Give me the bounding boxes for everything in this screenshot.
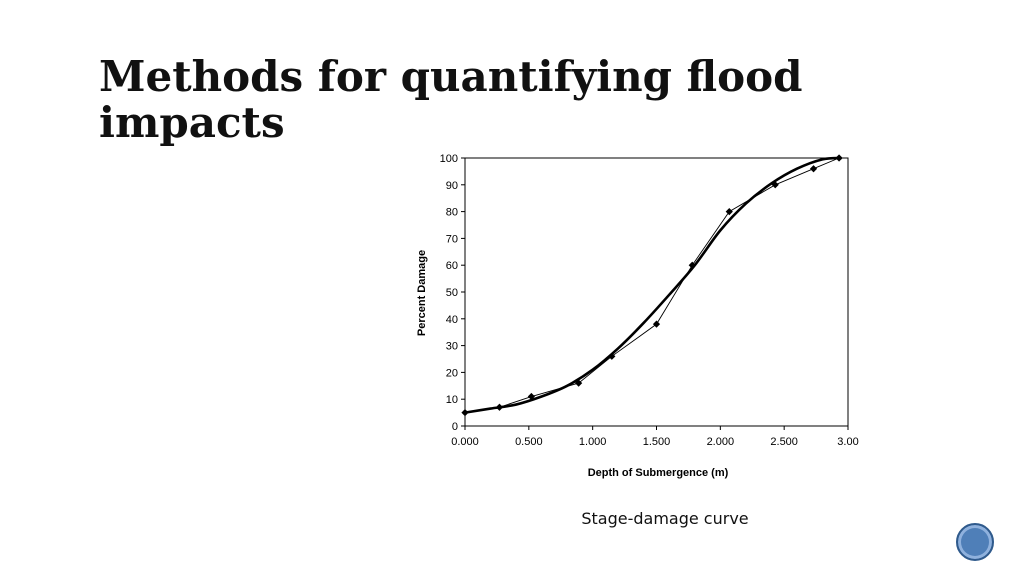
stage-damage-chart: Percent Damage Depth of Submergence (m) … <box>408 148 868 483</box>
data-point-marker <box>725 208 733 216</box>
y-tick-label: 40 <box>446 314 458 326</box>
y-tick-label: 70 <box>446 233 458 245</box>
y-axis-label-group: Percent Damage <box>416 250 428 336</box>
slide-title: Methods for quantifying flood impacts <box>99 52 803 147</box>
slide-navigation-icon[interactable] <box>956 523 994 561</box>
x-axis-label: Depth of Submergence (m) <box>588 467 729 479</box>
y-tick-label: 10 <box>446 394 458 406</box>
data-point-marker <box>688 261 696 269</box>
y-tick-label: 50 <box>446 287 458 299</box>
x-tick-label: 3.00 <box>837 436 858 448</box>
x-tick-label: 0.000 <box>451 436 479 448</box>
y-tick-label: 0 <box>452 421 458 433</box>
plot-area: 0 10 20 30 40 50 60 70 80 90 100 0.000 0.500 1.000 1.5… <box>440 153 859 448</box>
plot-frame <box>464 157 849 427</box>
observed-data-line <box>464 157 840 414</box>
chart-svg: Percent Damage Depth of Submergence (m) … <box>416 153 859 479</box>
y-tick-label: 100 <box>440 153 458 165</box>
y-axis-label: Percent Damage <box>416 250 428 336</box>
data-point-marker <box>575 379 583 387</box>
y-tick-label: 60 <box>446 260 458 272</box>
data-point-marker <box>652 320 661 328</box>
x-tick-label: 2.000 <box>707 436 735 448</box>
y-tick-label: 30 <box>446 341 458 353</box>
x-tick-label: 1.500 <box>643 436 671 448</box>
data-point-marker <box>809 165 818 173</box>
x-tick-label: 2.500 <box>770 436 798 448</box>
x-tick-label: 1.000 <box>579 436 607 448</box>
fitted-curve-line <box>464 156 842 414</box>
y-tick-label: 90 <box>446 180 458 192</box>
data-point-marker <box>771 181 779 189</box>
y-tick-label: 20 <box>446 367 458 379</box>
figure-caption: Stage-damage curve <box>581 509 749 528</box>
x-tick-label: 0.500 <box>515 436 543 448</box>
y-tick-label: 80 <box>446 207 458 219</box>
